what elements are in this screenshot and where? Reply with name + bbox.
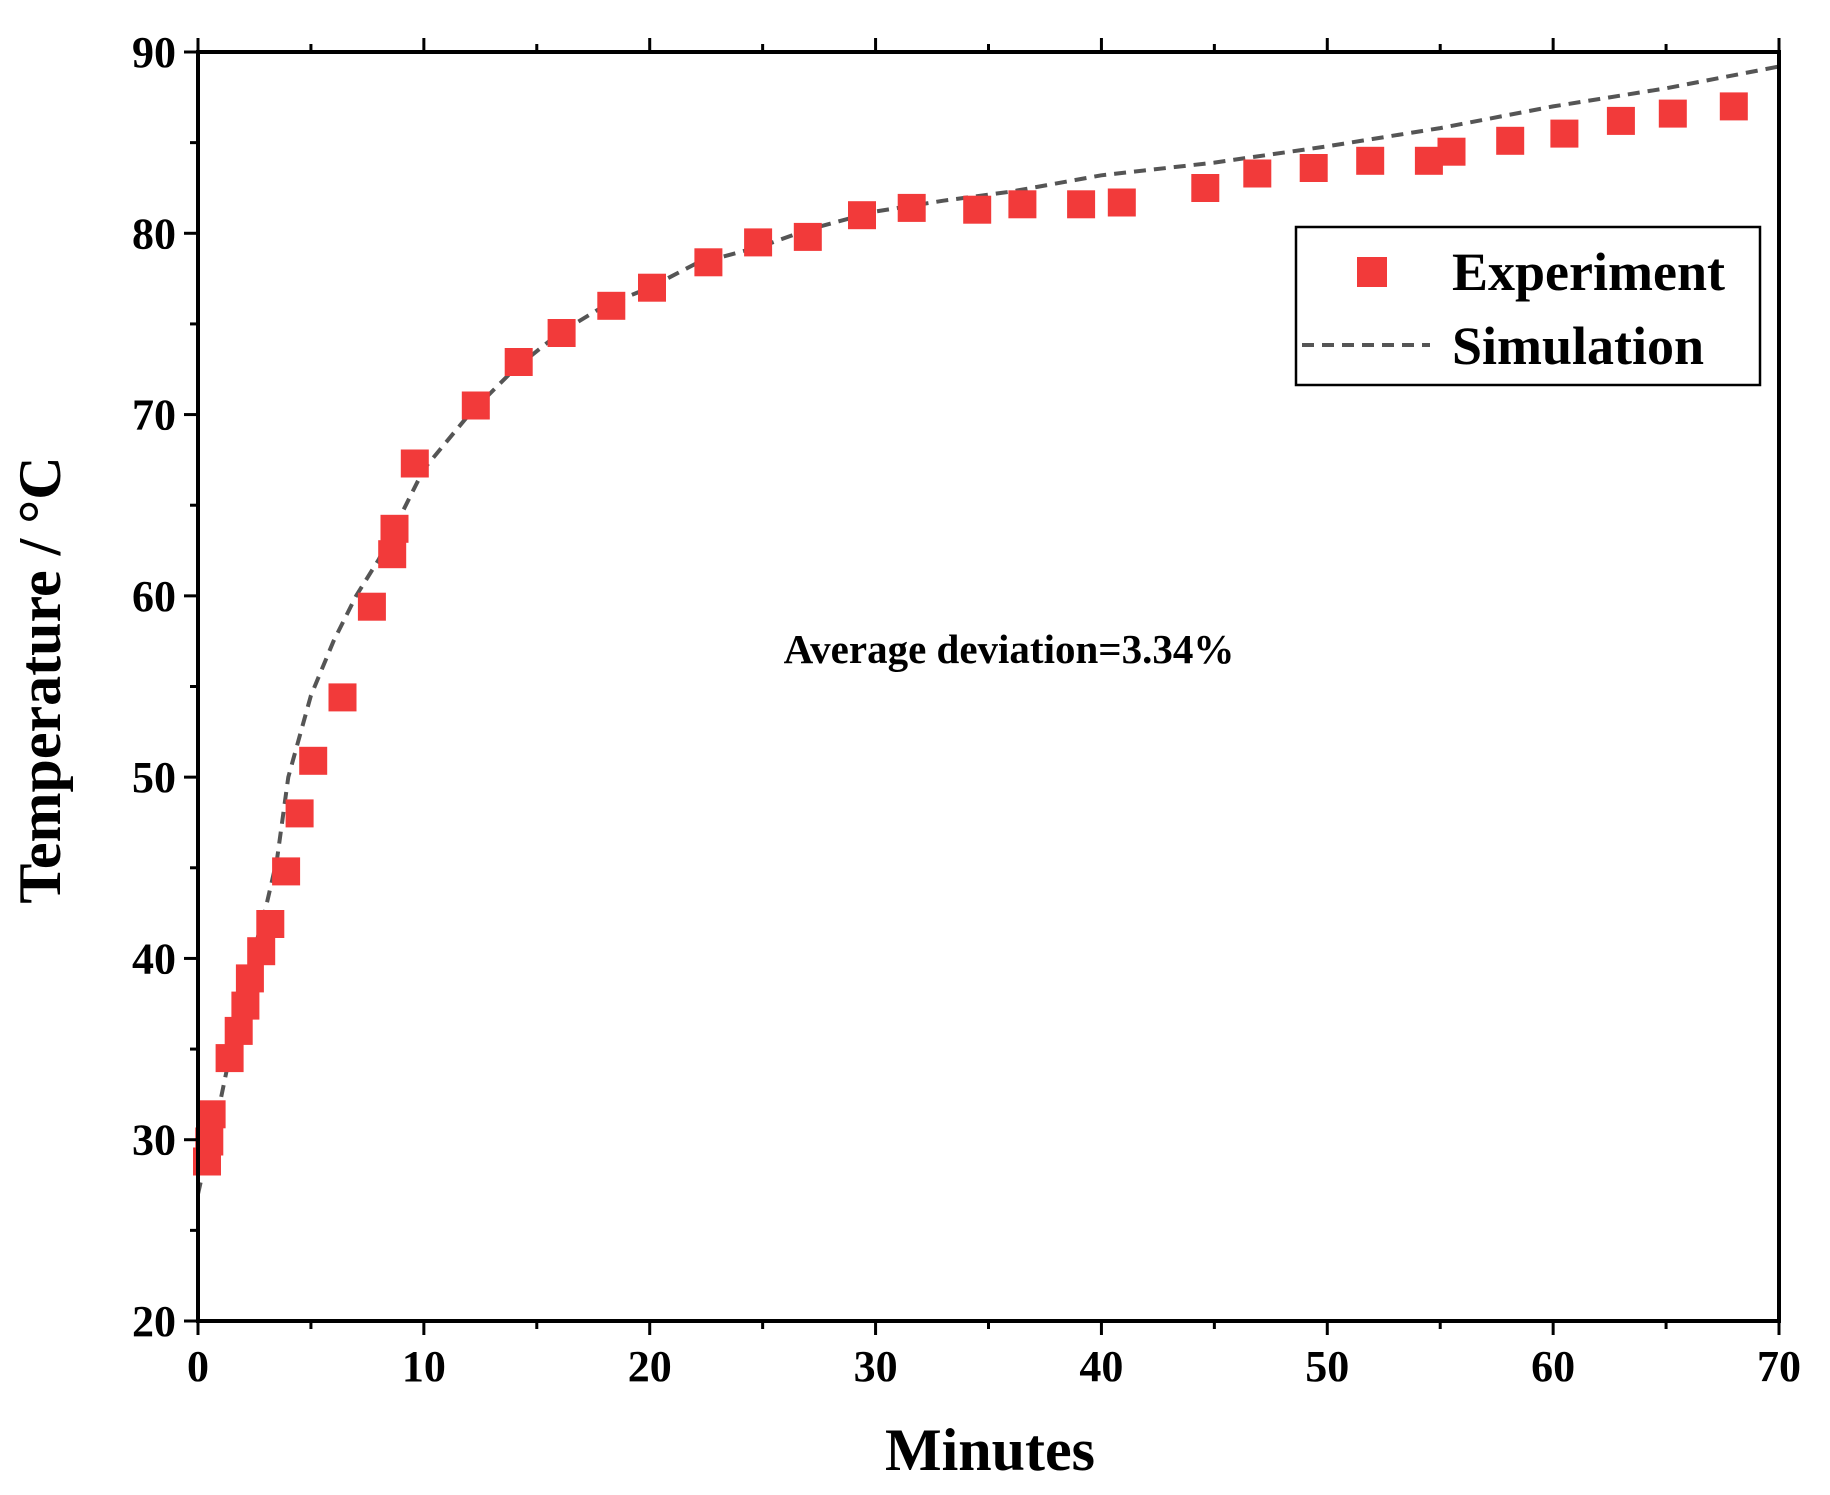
experiment-point: [1496, 126, 1525, 155]
legend-simulation-label: Simulation: [1452, 316, 1704, 376]
experiment-point: [378, 540, 407, 569]
experiment-series: [193, 92, 1748, 1176]
experiment-point: [272, 857, 301, 886]
experiment-point: [380, 514, 409, 543]
experiment-point: [744, 228, 773, 257]
experiment-point: [328, 683, 357, 712]
experiment-point: [299, 746, 328, 775]
y-tick-label: 80: [132, 209, 176, 258]
y-tick-label: 70: [132, 391, 176, 440]
experiment-point: [256, 910, 285, 938]
x-tick-label: 40: [1079, 1342, 1123, 1391]
experiment-point: [1719, 92, 1748, 121]
y-axis-title: Temperature / °C: [7, 456, 73, 903]
experiment-point: [597, 291, 626, 320]
experiment-point: [1067, 190, 1096, 219]
experiment-point: [547, 319, 576, 347]
x-axis-title: Minutes: [885, 1417, 1095, 1483]
y-tick-label: 40: [132, 934, 176, 983]
simulation-series: [196, 64, 1780, 1195]
experiment-point: [1437, 137, 1466, 166]
experiment-point: [235, 964, 264, 993]
experiment-point: [1191, 174, 1220, 202]
experiment-point: [231, 991, 260, 1020]
experiment-point: [215, 1044, 244, 1073]
legend-box: [1294, 225, 1762, 387]
experiment-point: [1658, 99, 1687, 128]
experiment-point: [793, 222, 822, 251]
experiment-point: [285, 799, 314, 828]
experiment-point: [461, 391, 490, 420]
axes: 0 10 20 30 40 50 60 70 20 30 40 50 60 70 80 90: [132, 28, 1801, 1391]
experiment-point: [1107, 188, 1136, 217]
experiment-point: [848, 201, 876, 230]
x-tick-label: 50: [1305, 1342, 1349, 1391]
x-tick-label: 70: [1757, 1342, 1801, 1391]
experiment-point: [400, 449, 429, 478]
experiment-point: [247, 937, 276, 966]
legend-experiment-marker: [1357, 257, 1387, 287]
experiment-point: [1606, 106, 1635, 135]
experiment-point: [197, 1100, 226, 1129]
experiment-point: [1299, 154, 1328, 182]
y-tick-label: 60: [132, 572, 176, 621]
experiment-point: [694, 248, 723, 277]
experiment-point: [1008, 190, 1037, 219]
experiment-point: [357, 592, 386, 621]
experiment-point: [638, 273, 666, 302]
experiment-point: [1243, 159, 1272, 188]
experiment-point: [963, 195, 992, 224]
legend-experiment-label: Experiment: [1452, 242, 1725, 302]
plot-area: [193, 64, 1780, 1195]
x-tick-label: 60: [1531, 1342, 1575, 1391]
y-tick-label: 20: [132, 1297, 176, 1346]
experiment-point: [1550, 119, 1579, 148]
experiment-point: [897, 193, 926, 222]
x-tick-label: 10: [402, 1342, 446, 1391]
x-tick-label: 30: [854, 1342, 898, 1391]
y-tick-label: 90: [132, 28, 176, 77]
x-tick-label: 20: [628, 1342, 672, 1391]
x-tick-label: 0: [187, 1342, 209, 1391]
average-deviation-annotation: Average deviation=3.34%: [784, 626, 1235, 672]
y-tick-label: 50: [132, 753, 176, 802]
experiment-point: [1356, 146, 1385, 175]
y-tick-label: 30: [132, 1116, 176, 1165]
experiment-point: [224, 1016, 253, 1045]
experiment-point: [504, 348, 533, 376]
simulation-line: [196, 64, 1780, 1195]
legend: Experiment Simulation: [1294, 225, 1762, 387]
